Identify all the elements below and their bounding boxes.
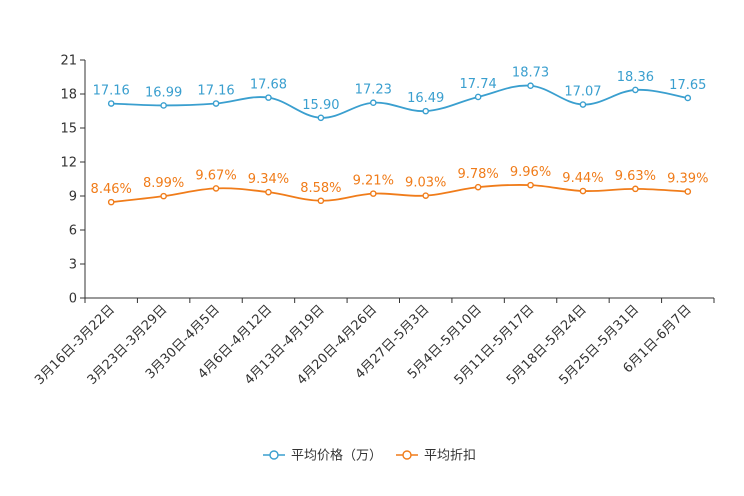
- data-label: 16.49: [407, 91, 444, 106]
- data-label: 9.39%: [667, 172, 708, 187]
- y-tick-label: 18: [60, 88, 77, 103]
- data-point: [317, 197, 325, 205]
- legend-label-2: 平均折扣: [424, 449, 476, 464]
- y-tick-label: 9: [69, 190, 77, 205]
- data-point: [160, 102, 167, 109]
- data-label: 17.16: [197, 84, 234, 99]
- data-label: 17.23: [355, 83, 392, 98]
- data-point: [527, 181, 534, 189]
- data-label: 17.68: [250, 78, 287, 93]
- data-label: 17.07: [564, 85, 601, 100]
- data-label: 9.63%: [615, 169, 656, 184]
- data-point: [107, 198, 115, 206]
- data-label: 16.99: [145, 85, 182, 100]
- data-point: [474, 93, 482, 101]
- data-label: 17.65: [669, 78, 706, 93]
- data-point: [684, 188, 692, 195]
- series-line-2: [111, 183, 688, 204]
- series-line-1: [111, 84, 688, 119]
- data-label: 17.16: [93, 84, 130, 99]
- data-point: [422, 107, 430, 115]
- data-point: [212, 185, 220, 192]
- data-label: 8.99%: [143, 176, 184, 191]
- data-point: [369, 99, 377, 107]
- data-point: [212, 100, 220, 107]
- data-point: [369, 190, 377, 197]
- data-point: [632, 185, 639, 193]
- data-point: [422, 192, 430, 199]
- data-point: [160, 192, 167, 200]
- data-point: [684, 94, 692, 102]
- data-label: 18.36: [617, 70, 654, 85]
- data-label: 8.46%: [91, 182, 132, 197]
- data-point: [265, 94, 272, 101]
- y-tick-label: 12: [60, 156, 77, 171]
- data-label: 9.34%: [248, 172, 289, 187]
- data-point: [632, 86, 639, 94]
- data-label: 9.78%: [457, 167, 498, 182]
- data-point: [317, 114, 325, 122]
- data-label: 9.96%: [510, 165, 551, 180]
- legend-marker-1: [269, 450, 279, 460]
- data-point: [579, 187, 587, 195]
- y-tick-label: 3: [69, 258, 77, 273]
- legend-label-1: 平均价格（万）: [291, 448, 382, 464]
- data-label: 15.90: [302, 98, 339, 113]
- y-tick-label: 21: [60, 54, 77, 69]
- y-tick-label: 0: [69, 292, 77, 307]
- data-label: 9.03%: [405, 176, 446, 191]
- y-tick-label: 6: [69, 224, 77, 239]
- y-tick-label: 15: [60, 122, 77, 137]
- data-point: [107, 100, 115, 107]
- data-label: 9.21%: [353, 174, 394, 189]
- data-point: [527, 82, 534, 90]
- data-label: 8.58%: [300, 181, 341, 196]
- data-label: 9.67%: [195, 168, 236, 183]
- data-point: [474, 183, 482, 191]
- data-label: 17.74: [460, 77, 497, 92]
- data-label: 18.73: [512, 66, 549, 81]
- legend-marker-2: [402, 450, 412, 460]
- data-point: [579, 101, 587, 108]
- data-label: 9.44%: [562, 171, 603, 186]
- data-point: [265, 188, 272, 196]
